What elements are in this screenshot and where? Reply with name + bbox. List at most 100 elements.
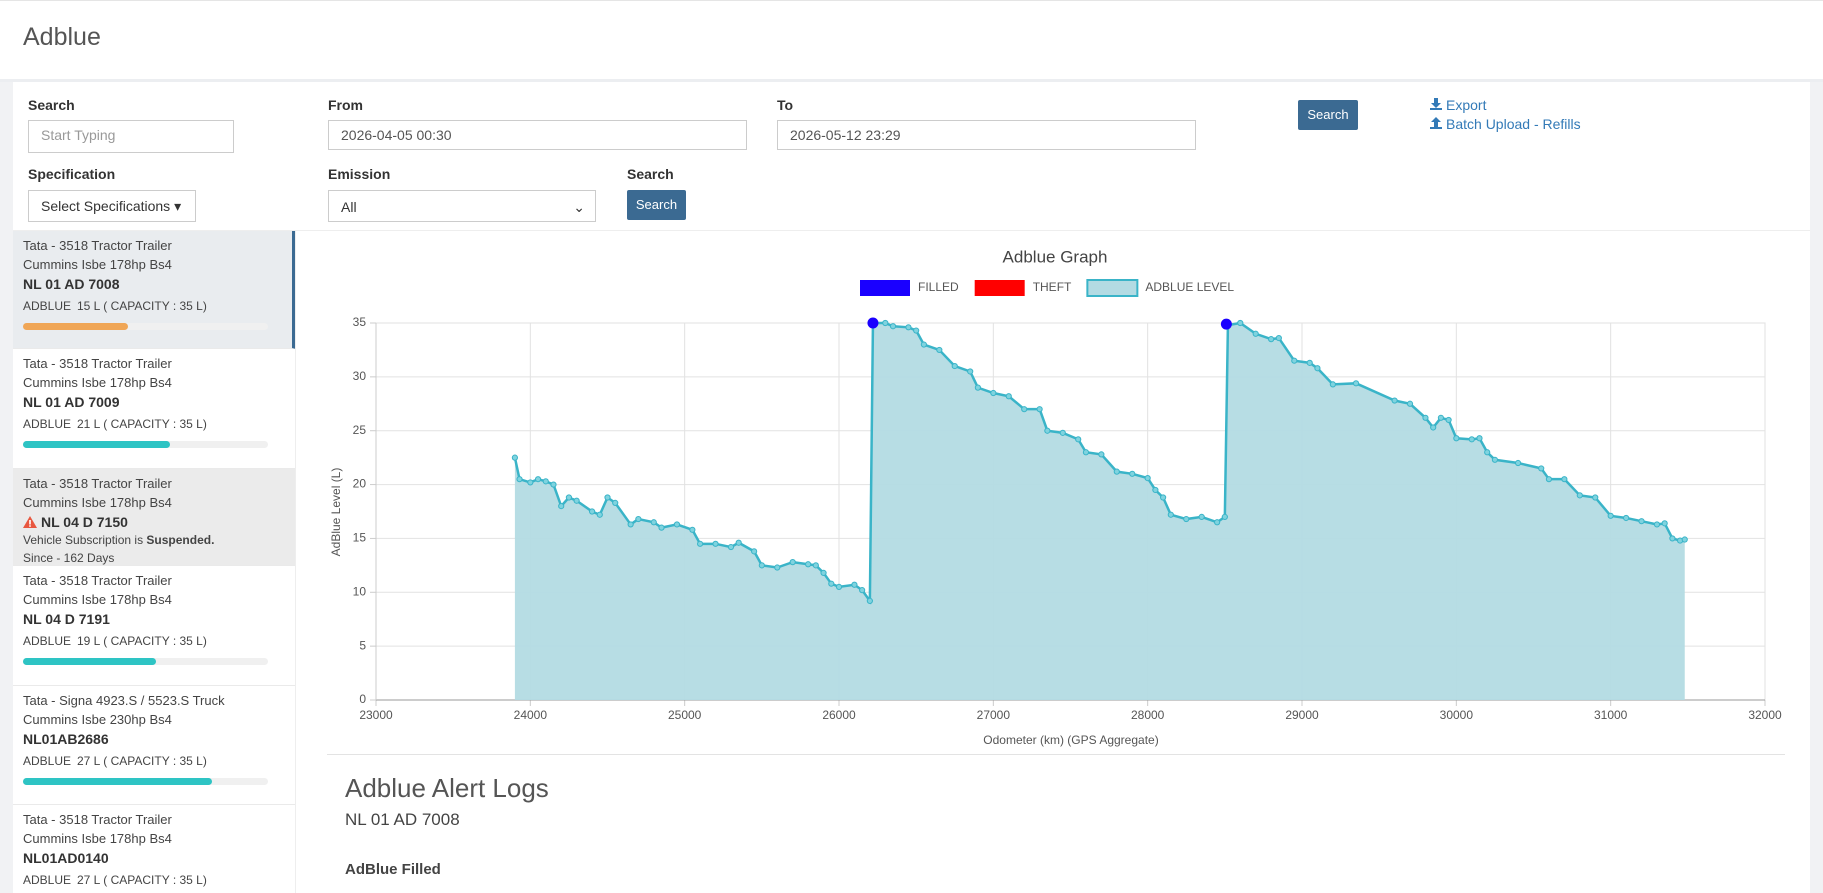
- plate-text: NL 04 D 7150: [41, 514, 128, 530]
- label: Search: [627, 166, 674, 182]
- level-point: [1638, 518, 1645, 525]
- level-point: [1252, 330, 1259, 337]
- page-title: Adblue: [23, 23, 101, 51]
- level-point: [913, 327, 920, 334]
- legend-label: FILLED: [918, 280, 959, 294]
- vehicle-item[interactable]: Tata - 3518 Tractor Trailer Cummins Isbe …: [13, 349, 296, 469]
- to-input[interactable]: 2026-05-12 23:29: [777, 120, 1196, 150]
- level-point: [1144, 475, 1151, 482]
- level-bar: [23, 658, 156, 665]
- level-point: [1430, 424, 1437, 431]
- level-point: [990, 389, 997, 397]
- level-point: [1329, 381, 1336, 388]
- level-point: [612, 499, 619, 506]
- level-label: ADBLUE: [23, 417, 72, 431]
- level-point: [1237, 319, 1244, 327]
- specification-select[interactable]: Select Specifications ▾: [28, 190, 196, 222]
- x-tick-label: 29000: [1285, 708, 1319, 722]
- level-point: [1306, 359, 1313, 366]
- level-point: [588, 508, 596, 515]
- level-point: [951, 362, 958, 370]
- level-point: [820, 569, 827, 576]
- level-point: [573, 497, 580, 504]
- level-point: [527, 479, 534, 486]
- y-tick-label: 0: [359, 692, 366, 706]
- area-fill: [514, 323, 1685, 700]
- level-point: [1484, 449, 1491, 456]
- level-point: [697, 540, 704, 547]
- section-title: Adblue Alert Logs: [345, 773, 549, 803]
- label: Search: [28, 97, 75, 113]
- emission-select[interactable]: All ⌄: [328, 190, 596, 222]
- legend-label: ADBLUE LEVEL: [1145, 280, 1234, 294]
- vehicle-model: Tata - 3518 Tractor Trailer: [23, 573, 172, 588]
- level-point: [516, 476, 523, 483]
- batch-upload-link[interactable]: Batch Upload - Refills: [1446, 116, 1581, 132]
- vehicle-model: Tata - 3518 Tractor Trailer: [23, 812, 172, 827]
- level-point: [812, 562, 819, 569]
- label: Specification: [28, 166, 116, 182]
- level-point: [1059, 429, 1066, 436]
- export-icon: [1430, 98, 1442, 110]
- level-point: [1160, 494, 1167, 501]
- level-point: [1152, 486, 1159, 494]
- level-point: [1538, 465, 1545, 472]
- level-label: ADBLUE: [23, 754, 72, 768]
- level-point: [1669, 535, 1676, 542]
- export-link[interactable]: Export: [1446, 97, 1487, 113]
- level-point: [882, 319, 889, 327]
- divider: [13, 230, 1810, 231]
- level-point: [1422, 414, 1429, 421]
- vehicle-item[interactable]: Tata - Signa 4923.S / 5523.S Truck Cummin…: [13, 686, 296, 805]
- level-point: [774, 564, 781, 571]
- search-input[interactable]: Start Typing: [28, 120, 234, 153]
- level-point: [565, 494, 573, 501]
- level-point: [789, 559, 796, 566]
- since-text: Since - 162 Days: [23, 551, 115, 565]
- level-point: [866, 597, 873, 605]
- level-point: [1445, 416, 1452, 424]
- level-point: [542, 478, 549, 485]
- search-button[interactable]: Search: [1298, 100, 1358, 130]
- vehicle-plate: NL 04 D 7150: [23, 514, 128, 530]
- subsection-title: AdBlue Filled: [345, 861, 441, 878]
- select-text: Select Specifications: [41, 198, 171, 214]
- level-point: [627, 521, 634, 528]
- level-text: 19 L ( CAPACITY : 35 L): [77, 634, 207, 648]
- level-point: [1352, 380, 1360, 387]
- level-point: [1075, 436, 1082, 443]
- legend-swatch: [1086, 279, 1139, 297]
- vehicle-item[interactable]: Tata - 3518 Tractor Trailer Cummins Isbe …: [13, 231, 296, 349]
- level-bar: [23, 323, 128, 330]
- chart: Adblue Graph AdBlue Level (L) Odometer (…: [329, 247, 1782, 747]
- level-point: [1406, 400, 1414, 407]
- y-tick-label: 15: [353, 531, 367, 545]
- level-point: [712, 540, 719, 547]
- search-button[interactable]: Search: [627, 190, 686, 220]
- label: From: [328, 97, 363, 113]
- level-point: [1036, 406, 1043, 413]
- level-point: [835, 583, 843, 590]
- vehicle-model: Tata - Signa 4923.S / 5523.S Truck: [23, 693, 225, 708]
- level-track: [23, 778, 268, 785]
- level-point: [1653, 521, 1661, 528]
- vehicle-plate: NL01AD0140: [23, 850, 109, 866]
- x-tick-label: 32000: [1748, 708, 1782, 722]
- level-point: [1005, 393, 1012, 400]
- level-point: [1275, 334, 1282, 342]
- vehicle-item[interactable]: Tata - 3518 Tractor Trailer Cummins Isbe …: [13, 469, 296, 566]
- level-point: [1183, 515, 1190, 523]
- vehicle-item[interactable]: Tata - 3518 Tractor Trailer Cummins Isbe …: [13, 805, 296, 893]
- level-point: [1491, 456, 1499, 463]
- upload-icon: [1430, 117, 1442, 129]
- level-point: [673, 521, 681, 528]
- vehicle-item[interactable]: Tata - 3518 Tractor Trailer Cummins Isbe …: [13, 566, 296, 686]
- level-bar: [23, 441, 170, 448]
- x-tick-label: 30000: [1440, 708, 1474, 722]
- level-point: [558, 503, 565, 510]
- level-label: ADBLUE: [23, 299, 72, 313]
- chevron: ⌄: [573, 199, 585, 215]
- from-input[interactable]: 2026-04-05 00:30: [328, 120, 747, 150]
- label: Emission: [328, 166, 391, 182]
- level-text: 15 L ( CAPACITY : 35 L): [77, 299, 207, 313]
